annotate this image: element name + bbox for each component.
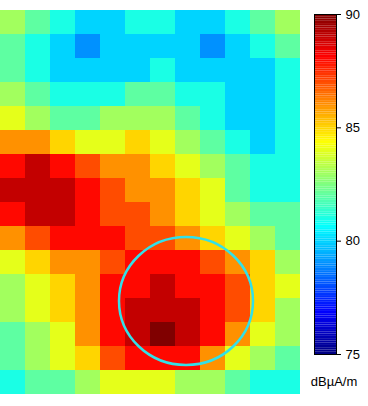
svg-text:85: 85: [346, 120, 360, 135]
svg-text:75: 75: [346, 347, 360, 362]
html-text:dBµA/m: dBµA/m: [310, 374, 358, 389]
svg-text:90: 90: [346, 7, 360, 22]
svg-text:80: 80: [346, 233, 360, 248]
